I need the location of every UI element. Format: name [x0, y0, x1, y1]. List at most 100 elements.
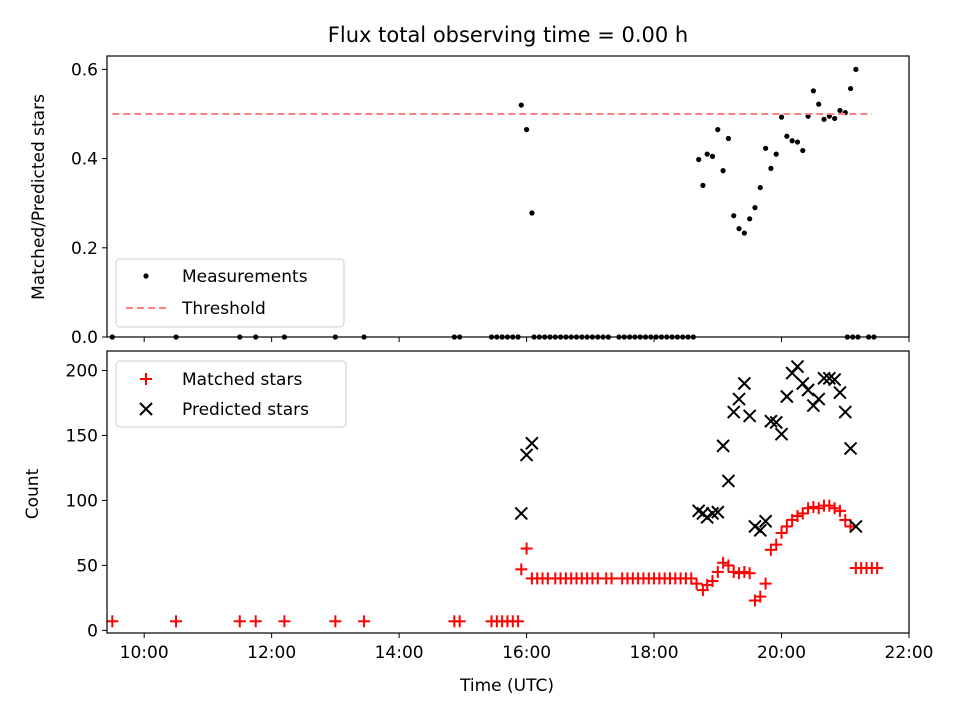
bottom-panel: 0 50 100 150 200 10:00 12:00 14:00 16:00 18:00 20…	[23, 350, 934, 696]
predicted-stars-point	[833, 385, 847, 400]
predicted-stars-point	[843, 441, 858, 456]
matched-stars-point	[170, 615, 183, 628]
top-legend: Measurements Threshold	[115, 258, 345, 328]
measurements-point	[741, 230, 747, 236]
matched-stars-point	[512, 615, 525, 628]
measurements-point	[720, 168, 726, 174]
top-y-axis-label: Matched/Predicted stars	[29, 94, 49, 300]
top-marks	[109, 66, 877, 340]
predicted-stars-point	[801, 383, 815, 397]
bottom-x-tick-label: 22:00	[885, 643, 934, 663]
matched-stars-point	[770, 538, 783, 551]
measurements-point	[518, 102, 524, 108]
bottom-y-tick-label: 0	[87, 621, 98, 641]
x-axis-label: Time (UTC)	[459, 676, 554, 696]
measurements-point	[853, 66, 859, 72]
top-legend-box	[115, 258, 345, 328]
bottom-x-ticks: 10:00 12:00 14:00 16:00 18:00 20:00 22:00	[120, 633, 934, 663]
matched-stars-point	[738, 565, 751, 578]
matched-stars-point	[743, 567, 756, 580]
predicted-stars-point	[790, 359, 805, 374]
matched-stars-point	[833, 504, 846, 517]
legend-measurements-label: Measurements	[182, 267, 308, 287]
predicted-stars-point	[727, 405, 741, 419]
measurements-point	[757, 184, 763, 191]
matched-stars-point	[453, 615, 466, 628]
top-y-tick-label: 0.4	[71, 150, 98, 170]
bottom-x-tick-label: 12:00	[247, 643, 296, 663]
measurements-point	[816, 101, 822, 107]
matched-stars-point	[706, 575, 719, 588]
matched-stars-point	[711, 565, 724, 578]
matched-stars-point	[791, 510, 804, 523]
predicted-stars-point	[737, 376, 752, 391]
matched-stars-point	[775, 526, 788, 539]
matched-stars-point	[807, 500, 820, 513]
legend-matched-marker	[140, 373, 152, 385]
bottom-legend: Matched stars Predicted stars	[115, 360, 347, 428]
predicted-stars-point	[721, 474, 736, 488]
matched-stars-point	[233, 615, 246, 628]
matched-stars-point	[780, 520, 793, 533]
legend-measurements-marker	[143, 273, 149, 279]
measurements-point	[784, 133, 790, 139]
bottom-y-tick-label: 200	[66, 361, 98, 381]
top-y-ticks: 0.0 0.2 0.4 0.6	[71, 60, 107, 348]
matched-stars-point	[733, 567, 746, 580]
legend-matched-label: Matched stars	[182, 370, 302, 390]
measurements-point	[768, 165, 774, 171]
measurements-point	[715, 126, 721, 133]
matched-stars-point	[515, 563, 528, 576]
measurements-point	[736, 226, 742, 232]
measurements-point	[837, 107, 843, 114]
matched-stars-point	[828, 502, 841, 515]
legend-predicted-marker	[139, 402, 153, 416]
measurements-point	[704, 151, 710, 157]
matched-stars-point	[106, 615, 119, 628]
chart-title: Flux total observing time = 0.00 h	[328, 23, 688, 47]
predicted-stars-point	[519, 448, 534, 462]
matched-stars-point	[329, 615, 342, 628]
bottom-x-tick-label: 18:00	[630, 643, 679, 663]
predicted-stars-point	[774, 427, 789, 441]
predicted-stars-point	[525, 436, 539, 450]
matched-stars-point	[358, 615, 371, 628]
bottom-y-axis-label: Count	[23, 468, 43, 519]
matched-stars-point	[754, 590, 767, 603]
predicted-stars-point	[849, 519, 863, 534]
top-y-tick-label: 0.6	[71, 60, 98, 80]
measurements-point	[773, 151, 779, 157]
matched-stars-point	[690, 577, 703, 590]
measurements-point	[523, 126, 530, 133]
top-plot-frame	[106, 55, 910, 338]
bottom-x-tick-label: 16:00	[502, 643, 551, 663]
bottom-x-tick-label: 14:00	[375, 643, 424, 663]
matched-stars-point	[839, 513, 852, 526]
top-x-ticks	[143, 337, 910, 342]
matched-stars-point	[717, 556, 730, 569]
predicted-stars-point	[758, 514, 773, 528]
matched-stars-point	[764, 543, 777, 556]
measurements-point	[529, 210, 535, 216]
predicted-stars-point	[732, 392, 746, 406]
measurements-point	[725, 135, 732, 142]
matched-stars-point	[871, 562, 884, 575]
measurements-point	[778, 114, 785, 120]
predicted-stars-point	[716, 439, 730, 453]
top-panel: 0.0 0.2 0.4 0.6 Matched/Predicted stars Mea…	[29, 55, 910, 348]
predicted-stars-point	[742, 409, 757, 423]
predicted-stars-point	[812, 392, 826, 406]
bottom-y-ticks: 0 50 100 150 200	[66, 361, 107, 641]
bottom-x-tick-label: 10:00	[120, 643, 169, 663]
legend-threshold-label: Threshold	[181, 299, 266, 319]
measurements-point	[696, 156, 702, 163]
bottom-x-tick-label: 20:00	[757, 643, 806, 663]
measurements-point	[789, 138, 795, 144]
measurements-point	[752, 205, 758, 211]
measurements-point	[762, 145, 769, 151]
matched-stars-point	[812, 502, 825, 515]
bottom-plot-frame	[106, 350, 910, 634]
predicted-stars-point	[711, 505, 725, 519]
measurements-point	[794, 139, 801, 145]
